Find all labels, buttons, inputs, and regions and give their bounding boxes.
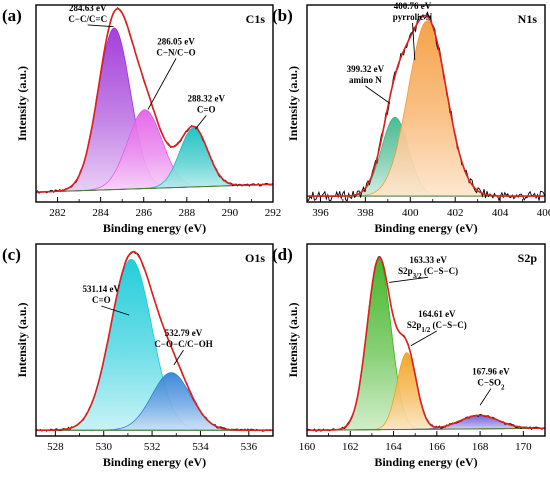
x-tick-label: 406 — [537, 207, 550, 219]
x-axis-label: Binding energy (eV) — [374, 455, 477, 469]
x-tick-label: 288 — [179, 207, 196, 219]
peak-annotation: C−O−C/C−OH — [154, 339, 212, 349]
x-tick-label: 404 — [492, 207, 509, 219]
raw-spectrum-line — [306, 256, 546, 432]
peak-400.76 — [307, 20, 545, 197]
annotation-pointer — [389, 276, 429, 283]
fitted-envelope-line — [36, 250, 273, 431]
peak-annotation: 532.79 eV — [165, 328, 203, 338]
peak-annotation: 399.32 eV — [347, 64, 385, 74]
peak-annotation: 400.76 eV — [394, 1, 432, 11]
peak-annotation: amino N — [349, 75, 382, 85]
peak-annotation: C=O — [92, 295, 111, 305]
panel-label: (a) — [2, 6, 22, 25]
panel-label: (d) — [272, 245, 293, 264]
x-axis-label: Binding energy (eV) — [374, 221, 477, 235]
peak-annotation: 286.05 eV — [157, 36, 195, 46]
peak-annotation: 531.14 eV — [83, 284, 121, 294]
annotation-pointer — [173, 349, 184, 366]
fitted-envelope-line — [307, 256, 545, 431]
x-tick-label: 290 — [222, 207, 239, 219]
x-tick-label: 162 — [342, 441, 359, 453]
x-tick-label: 166 — [429, 441, 446, 453]
peak-annotation: C=O — [197, 105, 216, 115]
annotation-pointer — [147, 58, 177, 110]
peak-annotation: 284.63 eV — [69, 3, 107, 13]
plot-frame — [306, 243, 546, 437]
peak-annotation: C−SO2 — [477, 378, 505, 392]
panel-o1s: 528 530 532 534 536 Binding energy (eV) Intens… — [2, 243, 274, 469]
fitted-envelope-line — [36, 7, 273, 193]
annotation-pointer — [87, 24, 114, 28]
x-axis-label: Binding energy (eV) — [103, 221, 206, 235]
element-label: O1s — [245, 251, 265, 265]
panel-s2p: 160 162 164 166 168 170 Binding energy (eV) Int… — [272, 243, 546, 469]
x-tick-label: 536 — [241, 441, 258, 453]
element-label: C1s — [246, 12, 266, 26]
x-tick-label: 164 — [385, 441, 402, 453]
peak-annotation: 167.96 eV — [472, 367, 510, 377]
raw-spectrum-line — [306, 11, 546, 202]
x-tick-label: 284 — [92, 207, 109, 219]
plot-frame — [306, 4, 546, 203]
x-tick-label: 528 — [47, 441, 64, 453]
x-tick-label: 398 — [357, 207, 374, 219]
x-tick-label: 282 — [49, 207, 66, 219]
peak-annotation: C−C/C=C — [68, 14, 107, 24]
x-tick-label: 400 — [402, 207, 419, 219]
annotation-pointer — [410, 330, 438, 347]
fitted-envelope-line — [307, 14, 545, 197]
x-tick-label: 286 — [135, 207, 152, 219]
x-tick-label: 170 — [515, 441, 532, 453]
panel-c1s: 282 284 286 288 290 292 Binding energy (eV) Int… — [2, 3, 281, 235]
annotation-pointer — [365, 85, 391, 104]
peak-163.33 — [307, 258, 545, 431]
y-axis-label: Intensity (a.u.) — [15, 66, 29, 141]
x-tick-label: 168 — [472, 441, 489, 453]
panel-n1s: 396 398 400 402 404 406 Binding energy (eV) Int… — [272, 1, 550, 235]
x-tick-label: 534 — [192, 441, 209, 453]
panel-label: (b) — [272, 6, 293, 25]
baseline — [306, 427, 546, 431]
annotation-pointer — [412, 22, 416, 61]
element-label: N1s — [518, 12, 538, 26]
x-axis-label: Binding energy (eV) — [103, 455, 206, 469]
peak-annotation: 164.61 eV — [418, 309, 456, 319]
plot-frame — [35, 4, 274, 203]
x-tick-label: 402 — [447, 207, 464, 219]
x-tick-label: 160 — [299, 441, 316, 453]
x-tick-label: 532 — [144, 441, 161, 453]
x-tick-label: 396 — [312, 207, 329, 219]
peak-annotation: S2p1/2 (C−S−C) — [407, 320, 467, 334]
y-axis-label: Intensity (a.u.) — [286, 66, 300, 141]
x-tick-label: 530 — [95, 441, 112, 453]
panel-label: (c) — [2, 245, 21, 264]
peak-286.05 — [35, 109, 273, 193]
peak-annotation: S2p3/2 (C−S−C) — [398, 266, 458, 280]
y-axis-label: Intensity (a.u.) — [15, 302, 29, 377]
plot-frame — [35, 243, 274, 437]
peak-annotation: pyrrolic N — [393, 12, 433, 22]
annotation-pointer — [101, 305, 130, 316]
peak-annotation: 288.32 eV — [187, 94, 225, 104]
y-axis-label: Intensity (a.u.) — [286, 302, 300, 377]
peak-annotation: 163.33 eV — [409, 255, 447, 265]
element-label: S2p — [518, 251, 538, 265]
x-tick-label: 292 — [265, 207, 282, 219]
annotation-pointer — [479, 388, 492, 406]
peak-annotation: C−N/C−O — [156, 47, 195, 57]
annotation-pointer — [195, 115, 207, 130]
